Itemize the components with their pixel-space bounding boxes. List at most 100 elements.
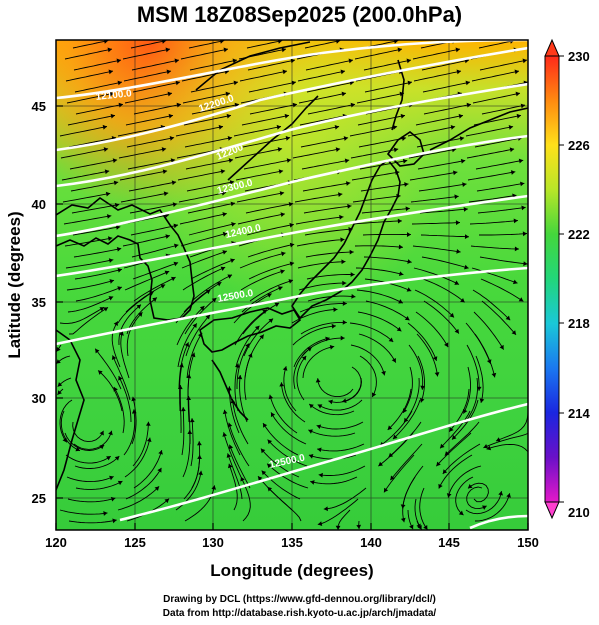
streamline-arrowhead bbox=[513, 218, 518, 224]
streamline bbox=[119, 170, 168, 181]
streamline-arrowhead bbox=[334, 124, 340, 130]
streamline-arrowhead bbox=[116, 246, 122, 252]
streamline-arrowhead bbox=[173, 261, 179, 267]
streamline-arrowhead bbox=[108, 69, 113, 75]
streamline bbox=[292, 148, 341, 159]
streamline bbox=[126, 311, 143, 357]
streamline bbox=[407, 126, 456, 137]
streamline-arrowhead bbox=[99, 430, 104, 436]
streamline bbox=[249, 279, 294, 302]
streamline-arrowhead bbox=[388, 452, 394, 458]
streamline-arrowhead bbox=[454, 280, 459, 285]
streamline bbox=[308, 403, 355, 416]
streamline-arrowhead bbox=[170, 158, 176, 163]
streamline-arrowhead bbox=[237, 375, 243, 380]
streamline bbox=[75, 286, 123, 302]
streamline-arrowhead bbox=[345, 181, 351, 186]
streamline-arrowhead bbox=[115, 225, 121, 230]
streamline bbox=[72, 40, 109, 49]
streamline-arrowhead bbox=[335, 525, 341, 530]
streamline bbox=[175, 126, 224, 137]
streamline-arrowhead bbox=[225, 91, 230, 97]
streamline-arrowhead bbox=[189, 418, 195, 423]
streamline-arrowhead bbox=[270, 412, 276, 418]
streamline bbox=[191, 274, 233, 302]
streamline bbox=[181, 407, 185, 456]
streamline-arrowhead bbox=[230, 201, 235, 207]
streamline-arrowhead bbox=[317, 447, 322, 453]
streamline bbox=[350, 148, 399, 159]
streamline bbox=[64, 237, 113, 247]
streamline-arrowhead bbox=[110, 496, 116, 502]
streamline-arrowhead bbox=[301, 355, 307, 361]
streamline-arrowhead bbox=[118, 102, 124, 108]
y-tick-label: 30 bbox=[32, 391, 46, 406]
streamline bbox=[235, 325, 260, 368]
streamline-arrowhead bbox=[281, 251, 286, 257]
streamline-arrowhead bbox=[409, 524, 414, 530]
streamline-arrowhead bbox=[177, 385, 183, 390]
streamline bbox=[75, 480, 123, 490]
streamline bbox=[423, 300, 460, 334]
streamline bbox=[233, 126, 282, 137]
streamline-arrowhead bbox=[316, 424, 322, 430]
streamline bbox=[444, 421, 480, 456]
streamline bbox=[179, 384, 182, 434]
streamline-arrowhead bbox=[463, 408, 468, 414]
streamline-arrowhead bbox=[164, 498, 170, 504]
streamline bbox=[67, 296, 114, 313]
streamline-arrowhead bbox=[523, 261, 528, 266]
streamline-arrowhead bbox=[113, 180, 119, 186]
streamline bbox=[353, 220, 402, 225]
streamline-arrowhead bbox=[521, 205, 526, 211]
streamline-arrowhead bbox=[166, 69, 171, 75]
streamline-arrowhead bbox=[227, 422, 233, 428]
streamline-arrowhead bbox=[467, 484, 473, 489]
streamline-arrowhead bbox=[168, 113, 174, 119]
streamline-arrowhead bbox=[98, 370, 103, 375]
streamline-arrowhead bbox=[381, 370, 386, 376]
streamline-arrowhead bbox=[103, 307, 109, 312]
streamline bbox=[242, 137, 291, 148]
streamline bbox=[392, 399, 421, 440]
streamline bbox=[132, 421, 149, 467]
y-axis-label: Latitude (degrees) bbox=[5, 211, 24, 358]
streamline bbox=[73, 430, 113, 450]
streamline-arrowhead bbox=[117, 267, 122, 273]
streamline-arrowhead bbox=[509, 147, 515, 153]
streamline-arrowhead bbox=[108, 430, 113, 436]
x-tick-label: 140 bbox=[360, 535, 382, 550]
streamline-arrowhead bbox=[259, 334, 264, 340]
streamline bbox=[408, 148, 457, 159]
x-axis-label: Longitude (degrees) bbox=[210, 561, 373, 580]
streamline-arrowhead bbox=[511, 330, 517, 335]
grid-lines bbox=[56, 40, 528, 530]
streamline bbox=[68, 519, 117, 524]
streamline-arrowhead bbox=[163, 191, 169, 197]
streamline-arrowhead bbox=[350, 272, 355, 277]
streamline-arrowhead bbox=[220, 40, 225, 44]
y-tick-label: 25 bbox=[32, 491, 46, 506]
wind-streamlines bbox=[56, 40, 528, 530]
streamline bbox=[280, 382, 306, 423]
streamline bbox=[123, 70, 172, 82]
streamline-arrowhead bbox=[444, 451, 450, 456]
streamline bbox=[298, 282, 347, 291]
streamline-arrowhead bbox=[218, 124, 224, 130]
streamline-arrowhead bbox=[491, 372, 497, 378]
streamline bbox=[486, 443, 528, 453]
streamline-arrowhead bbox=[438, 483, 443, 489]
streamline bbox=[64, 48, 113, 60]
streamline-arrowhead bbox=[216, 282, 222, 287]
credit-drawing: Drawing by DCL (https://www.gfd-dennou.o… bbox=[163, 594, 436, 605]
x-tick-label: 125 bbox=[124, 535, 146, 550]
streamline bbox=[128, 181, 177, 192]
streamline-arrowhead bbox=[476, 386, 482, 391]
streamline-arrowhead bbox=[267, 463, 272, 469]
streamline-arrowhead bbox=[107, 236, 113, 242]
streamline bbox=[408, 344, 424, 390]
streamline bbox=[293, 346, 313, 390]
streamline-arrowhead bbox=[131, 409, 137, 414]
streamline-arrowhead bbox=[227, 136, 233, 141]
streamline-arrowhead bbox=[479, 398, 485, 403]
